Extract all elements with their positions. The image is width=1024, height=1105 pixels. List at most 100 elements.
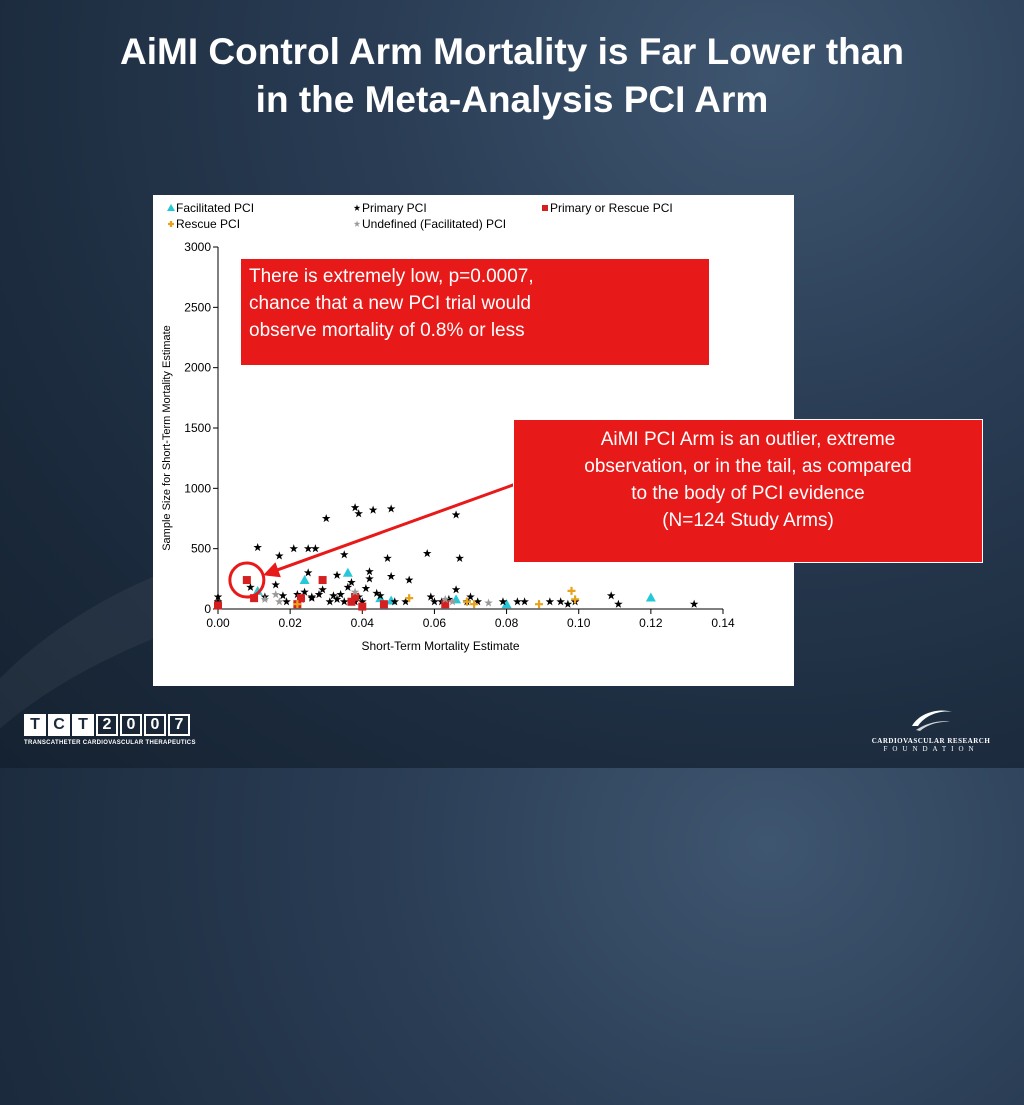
undefined-pci-point (350, 587, 360, 596)
facilitated-pci-point (299, 575, 310, 585)
primary-pci-point (332, 594, 342, 603)
facilitated-pci-point (375, 593, 386, 603)
undefined-pci-point (275, 597, 284, 606)
primary-pci-point (275, 551, 284, 560)
legend-label: Undefined (Facilitated) PCI (362, 217, 506, 231)
primary-pci-point (430, 597, 439, 606)
tct-logo-digit: 2 (96, 714, 118, 736)
undefined-pci-point (440, 594, 450, 603)
primary-pci-point (376, 591, 385, 600)
primary-pci-point (321, 514, 331, 523)
x-axis-label: Short-Term Mortality Estimate (361, 639, 519, 653)
primary-pci-point (444, 594, 454, 603)
primary-pci-point (303, 568, 313, 577)
crf-logo-foundation: FOUNDATION (883, 745, 979, 753)
primary-pci-point (336, 590, 345, 599)
y-tick-label: 2000 (184, 361, 211, 375)
y-tick-label: 3000 (184, 240, 211, 254)
crf-swirl-icon (912, 710, 952, 731)
primary-pci-point (606, 591, 616, 600)
primary-pci-point (350, 503, 360, 512)
crf-logo: CARDIOVASCULAR RESEARCH FOUNDATION (856, 706, 1006, 753)
y-tick-label: 0 (204, 602, 211, 616)
primary-or-rescue-pci-point (242, 576, 251, 585)
primary-pci-point (365, 574, 374, 583)
x-tick-label: 0.00 (206, 616, 230, 630)
legend-label: Rescue PCI (176, 217, 240, 231)
primary-or-rescue-pci-point (351, 592, 360, 601)
facilitated-pci-point (501, 599, 512, 609)
primary-pci-point (404, 575, 414, 584)
primary-pci-point (278, 591, 288, 600)
outlier-callout-line-3: to the body of PCI evidence (631, 483, 865, 504)
p-value-callout-line-1: There is extremely low, p=0.0007, (249, 266, 534, 287)
primary-pci-point (513, 597, 522, 606)
outlier-callout-line-4: (N=124 Study Arms) (662, 510, 834, 531)
undefined-pci-point (484, 598, 493, 607)
title-line-1: AiMI Control Arm Mortality is Far Lower … (120, 31, 904, 72)
primary-pci-point (426, 592, 436, 601)
legend-marker (168, 221, 174, 227)
primary-or-rescue-pci-point (296, 594, 305, 603)
primary-pci-point (339, 597, 349, 606)
primary-pci-point (520, 597, 529, 606)
tct-logo-digit: 0 (120, 714, 142, 736)
outlier-callout-line-2: observation, or in the tail, as compared (584, 456, 912, 477)
primary-pci-point (358, 597, 367, 606)
outlier-callout: AiMI PCI Arm is an outlier, extreme obse… (513, 419, 983, 563)
primary-pci-point (271, 580, 280, 589)
primary-pci-point (354, 509, 363, 518)
p-value-callout-line-3: observe mortality of 0.8% or less (249, 320, 525, 341)
primary-pci-point (343, 582, 353, 591)
tct-logo-digit: 7 (168, 714, 190, 736)
primary-or-rescue-pci-point (379, 600, 388, 609)
primary-pci-point (368, 505, 378, 514)
undefined-pci-point (448, 597, 457, 606)
p-value-callout: There is extremely low, p=0.0007, chance… (240, 258, 710, 366)
rescue-pci-point (535, 600, 544, 609)
primary-pci-point (401, 597, 410, 606)
aimi-highlight-circle (228, 561, 266, 599)
undefined-pci-point (271, 590, 280, 599)
primary-pci-point (451, 510, 461, 519)
x-tick-label: 0.08 (495, 616, 519, 630)
rescue-pci-point (567, 586, 576, 595)
rescue-pci-point (470, 600, 479, 609)
primary-pci-point (246, 582, 255, 591)
primary-pci-point (386, 504, 396, 513)
primary-pci-point (329, 591, 338, 600)
primary-pci-point (498, 597, 508, 606)
x-tick-label: 0.10 (567, 616, 591, 630)
title-line-2: in the Meta-Analysis PCI Arm (255, 79, 769, 120)
rescue-pci-point (462, 597, 471, 606)
primary-pci-point (282, 597, 291, 606)
primary-pci-point (386, 571, 396, 581)
legend-label: Primary PCI (362, 201, 427, 215)
p-value-callout-line-2: chance that a new PCI trial would (249, 293, 531, 314)
tct-2007-logo: T C T 2 0 0 7 TRANSCATHETER CARDIOVASCUL… (24, 714, 196, 746)
x-tick-label: 0.04 (351, 616, 375, 630)
primary-pci-point (293, 590, 302, 599)
primary-or-rescue-pci-point (250, 594, 259, 603)
outlier-callout-line-1: AiMI PCI Arm is an outlier, extreme (600, 429, 896, 450)
primary-pci-point (213, 597, 223, 606)
primary-or-rescue-pci-point (318, 576, 327, 585)
primary-pci-point (339, 550, 349, 559)
primary-pci-point (307, 592, 317, 601)
y-tick-label: 1500 (184, 421, 211, 435)
facilitated-pci-point (342, 567, 353, 577)
legend-marker (353, 204, 361, 211)
y-tick-label: 1000 (184, 481, 211, 495)
tct-logo-letter: T (24, 714, 46, 736)
primary-pci-point (314, 590, 324, 599)
legend-label: Primary or Rescue PCI (550, 201, 673, 215)
tct-logo-letter: T (72, 714, 94, 736)
rescue-pci-point (405, 594, 414, 603)
primary-or-rescue-pci-point (214, 601, 222, 610)
primary-pci-point (466, 592, 475, 601)
primary-pci-point (372, 588, 381, 597)
rescue-pci-point (571, 595, 580, 604)
x-tick-label: 0.02 (278, 616, 302, 630)
primary-pci-point (361, 583, 371, 593)
arrow-head (263, 562, 281, 578)
